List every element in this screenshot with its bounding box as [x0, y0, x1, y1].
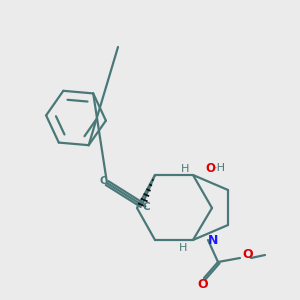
Text: C: C — [99, 176, 107, 186]
Text: O: O — [242, 248, 253, 262]
Text: ·H: ·H — [214, 163, 226, 173]
Text: C: C — [142, 202, 150, 212]
Text: H: H — [179, 243, 187, 253]
Text: O: O — [198, 278, 208, 292]
Text: O: O — [205, 161, 215, 175]
Text: N: N — [208, 233, 218, 247]
Text: H: H — [181, 164, 189, 174]
